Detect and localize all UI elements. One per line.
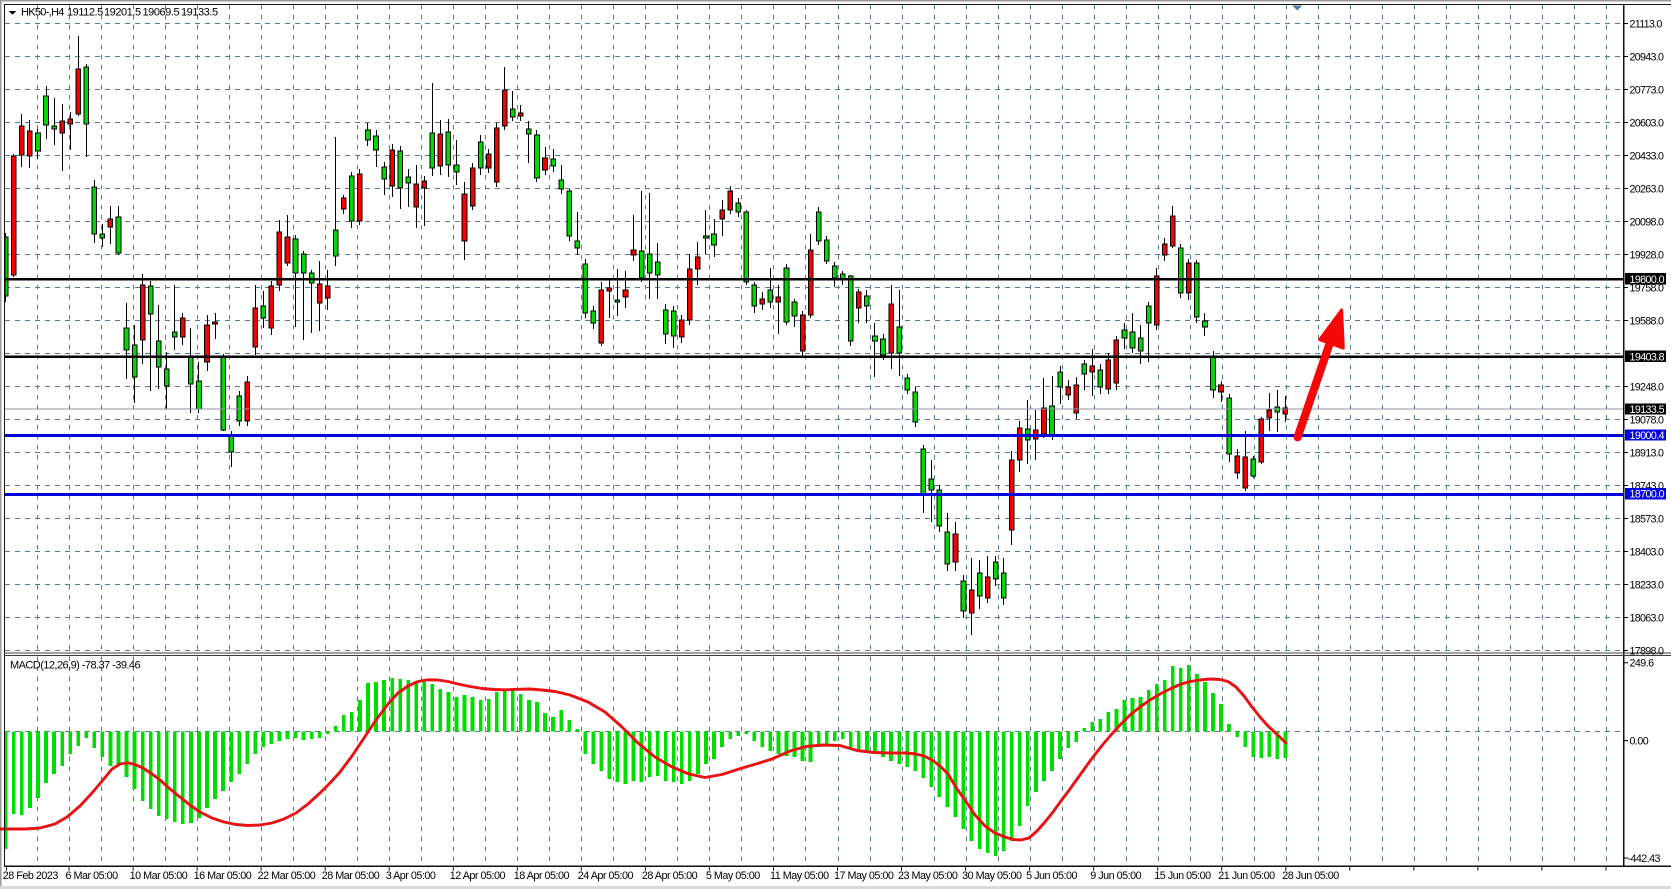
svg-text:24 Apr 05:00: 24 Apr 05:00 — [578, 870, 634, 882]
svg-text:28 Jun 05:00: 28 Jun 05:00 — [1282, 870, 1339, 882]
svg-text:0.00: 0.00 — [1630, 735, 1649, 747]
svg-text:20433.0: 20433.0 — [1630, 151, 1664, 163]
svg-text:20263.0: 20263.0 — [1630, 184, 1664, 196]
svg-text:20773.0: 20773.0 — [1630, 85, 1664, 97]
svg-text:18913.0: 18913.0 — [1630, 448, 1664, 460]
svg-text:28 Apr 05:00: 28 Apr 05:00 — [642, 870, 698, 882]
svg-text:-442.43: -442.43 — [1628, 853, 1661, 865]
svg-text:5 May 05:00: 5 May 05:00 — [706, 870, 760, 882]
svg-text:19078.0: 19078.0 — [1630, 415, 1664, 427]
svg-text:19000.4: 19000.4 — [1630, 430, 1665, 442]
svg-text:19112.5: 19112.5 — [67, 7, 103, 19]
svg-text:19201.5: 19201.5 — [104, 7, 141, 19]
svg-text:20943.0: 20943.0 — [1630, 52, 1664, 64]
svg-text:19588.0: 19588.0 — [1630, 316, 1664, 328]
svg-text:18403.0: 18403.0 — [1630, 547, 1664, 559]
svg-text:19069.5: 19069.5 — [143, 7, 180, 19]
svg-text:19133.5: 19133.5 — [1630, 404, 1665, 416]
svg-text:19758.0: 19758.0 — [1630, 283, 1664, 295]
svg-text:10 Mar 05:00: 10 Mar 05:00 — [130, 870, 188, 882]
svg-text:22 Mar 05:00: 22 Mar 05:00 — [258, 870, 316, 882]
svg-text:21113.0: 21113.0 — [1630, 19, 1663, 31]
svg-text:3 Apr 05:00: 3 Apr 05:00 — [386, 870, 436, 882]
svg-text:249.6: 249.6 — [1630, 658, 1655, 670]
svg-text:20603.0: 20603.0 — [1630, 118, 1664, 130]
svg-text:18 Apr 05:00: 18 Apr 05:00 — [514, 870, 570, 882]
svg-text:HK50-,H4: HK50-,H4 — [21, 7, 64, 19]
svg-text:16 Mar 05:00: 16 Mar 05:00 — [194, 870, 252, 882]
svg-text:30 May 05:00: 30 May 05:00 — [962, 870, 1022, 882]
svg-text:20098.0: 20098.0 — [1630, 217, 1664, 229]
svg-text:18233.0: 18233.0 — [1630, 580, 1664, 592]
svg-text:17 May 05:00: 17 May 05:00 — [834, 870, 894, 882]
svg-text:19403.8: 19403.8 — [1630, 351, 1665, 363]
svg-text:28 Feb 2023: 28 Feb 2023 — [3, 870, 59, 882]
svg-text:19248.0: 19248.0 — [1630, 382, 1664, 394]
svg-text:18700.0: 18700.0 — [1630, 489, 1665, 501]
svg-text:15 Jun 05:00: 15 Jun 05:00 — [1154, 870, 1211, 882]
svg-text:9 Jun 05:00: 9 Jun 05:00 — [1090, 870, 1141, 882]
svg-text:18573.0: 18573.0 — [1630, 514, 1664, 526]
svg-text:11 May 05:00: 11 May 05:00 — [770, 870, 829, 882]
svg-text:19133.5: 19133.5 — [181, 7, 218, 19]
svg-text:28 Mar 05:00: 28 Mar 05:00 — [322, 870, 380, 882]
svg-text:18063.0: 18063.0 — [1630, 613, 1664, 625]
svg-text:17898.0: 17898.0 — [1630, 646, 1664, 658]
svg-text:21 Jun 05:00: 21 Jun 05:00 — [1218, 870, 1275, 882]
svg-text:MACD(12,26,9) -78.37 -39.46: MACD(12,26,9) -78.37 -39.46 — [10, 660, 140, 672]
svg-text:19800.0: 19800.0 — [1630, 274, 1665, 286]
svg-text:5 Jun 05:00: 5 Jun 05:00 — [1026, 870, 1077, 882]
svg-text:19928.0: 19928.0 — [1630, 250, 1664, 262]
svg-text:6 Mar 05:00: 6 Mar 05:00 — [66, 870, 119, 882]
svg-text:23 May 05:00: 23 May 05:00 — [898, 870, 958, 882]
svg-text:12 Apr 05:00: 12 Apr 05:00 — [450, 870, 506, 882]
